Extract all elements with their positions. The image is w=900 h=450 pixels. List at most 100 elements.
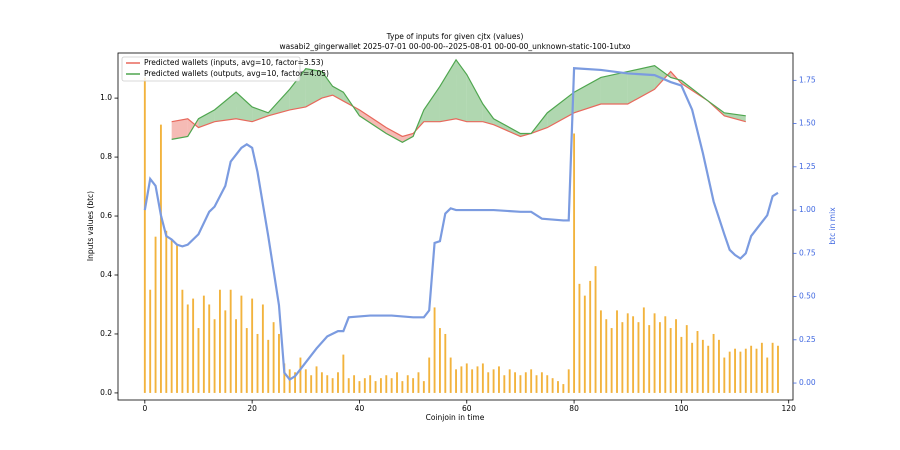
bar xyxy=(540,372,543,393)
bar xyxy=(519,375,522,393)
bar xyxy=(616,310,618,393)
bar xyxy=(181,289,184,393)
bar xyxy=(224,310,227,393)
bar xyxy=(278,333,280,393)
bar xyxy=(460,366,463,393)
bar xyxy=(685,325,688,393)
bar xyxy=(369,375,372,393)
fill-between xyxy=(289,68,306,110)
bar xyxy=(718,339,720,393)
bar xyxy=(320,372,323,393)
fill-between xyxy=(439,59,457,122)
bar xyxy=(771,342,774,393)
bar xyxy=(267,339,270,393)
bar xyxy=(680,336,683,393)
bar xyxy=(675,319,677,393)
bar xyxy=(433,307,436,393)
bar xyxy=(471,369,474,393)
bar xyxy=(514,372,516,393)
bar xyxy=(508,369,511,393)
bar xyxy=(760,342,763,393)
bar xyxy=(331,378,334,393)
fill-between xyxy=(386,127,403,143)
x-tick-label: 0 xyxy=(142,404,147,413)
y-tick-label: 1.0 xyxy=(100,93,112,102)
bar xyxy=(294,372,297,393)
bar xyxy=(594,266,597,393)
bar xyxy=(310,375,313,393)
fill-between xyxy=(466,74,483,122)
bar xyxy=(589,280,592,393)
bar xyxy=(530,369,533,393)
bar xyxy=(777,345,779,393)
bar xyxy=(299,357,302,393)
bar xyxy=(481,363,484,393)
fill-between xyxy=(482,104,494,125)
bar xyxy=(701,339,704,393)
legend-box xyxy=(121,56,301,82)
bar xyxy=(390,378,393,393)
x-tick-label: 20 xyxy=(247,404,257,413)
y2-tick-label: 0.25 xyxy=(799,335,816,344)
fill-between xyxy=(359,109,387,134)
bar xyxy=(578,283,581,393)
y2-tick-label: 1.25 xyxy=(799,162,816,171)
y2-tick-label: 0.75 xyxy=(799,248,816,257)
x-tick-label: 40 xyxy=(355,404,365,413)
fill-between xyxy=(600,71,628,105)
bar xyxy=(696,331,699,393)
x-tick-label: 100 xyxy=(674,404,689,413)
bar xyxy=(626,313,629,393)
bar xyxy=(621,322,624,393)
bar xyxy=(439,328,441,393)
bar xyxy=(605,319,608,393)
fill-between xyxy=(493,118,521,137)
bar xyxy=(385,375,388,393)
bar xyxy=(428,357,431,393)
bar xyxy=(664,316,667,393)
bar xyxy=(422,381,425,393)
bar xyxy=(744,348,747,393)
bar xyxy=(412,378,415,393)
bar xyxy=(669,328,672,393)
bar xyxy=(546,375,549,393)
bar xyxy=(219,289,221,393)
bar xyxy=(176,245,178,393)
bar xyxy=(213,319,216,393)
fill-between xyxy=(574,77,601,113)
y-tick-label: 0.0 xyxy=(100,388,112,397)
bar xyxy=(642,307,645,393)
bar xyxy=(750,345,753,393)
bar xyxy=(245,328,248,393)
bar xyxy=(691,342,694,393)
fill-between xyxy=(332,86,344,102)
bar xyxy=(149,289,152,393)
y-axis-label: Inputs values (btc) xyxy=(86,191,95,261)
bar xyxy=(401,381,404,393)
bar xyxy=(723,357,726,393)
bar xyxy=(637,322,640,393)
bar xyxy=(154,236,157,393)
bar xyxy=(240,295,243,393)
y2-axis-label: btc in mix xyxy=(828,207,837,245)
bar xyxy=(396,372,398,393)
fill-between xyxy=(456,59,467,122)
bar xyxy=(315,366,318,393)
bar xyxy=(170,239,173,393)
bar xyxy=(573,133,576,393)
bar xyxy=(766,357,769,393)
bar xyxy=(326,375,329,393)
bar xyxy=(197,328,200,393)
bar xyxy=(524,372,527,393)
legend-label: Predicted wallets (inputs, avg=10, facto… xyxy=(144,58,324,67)
x-tick-label: 120 xyxy=(782,404,797,413)
x-tick-label: 80 xyxy=(569,404,579,413)
legend-label: Predicted wallets (outputs, avg=10, fact… xyxy=(144,69,329,78)
fill-between xyxy=(252,106,269,122)
bar xyxy=(261,304,264,393)
bar xyxy=(739,351,742,393)
bar xyxy=(342,354,345,393)
bar xyxy=(632,316,635,393)
bar xyxy=(288,369,291,393)
